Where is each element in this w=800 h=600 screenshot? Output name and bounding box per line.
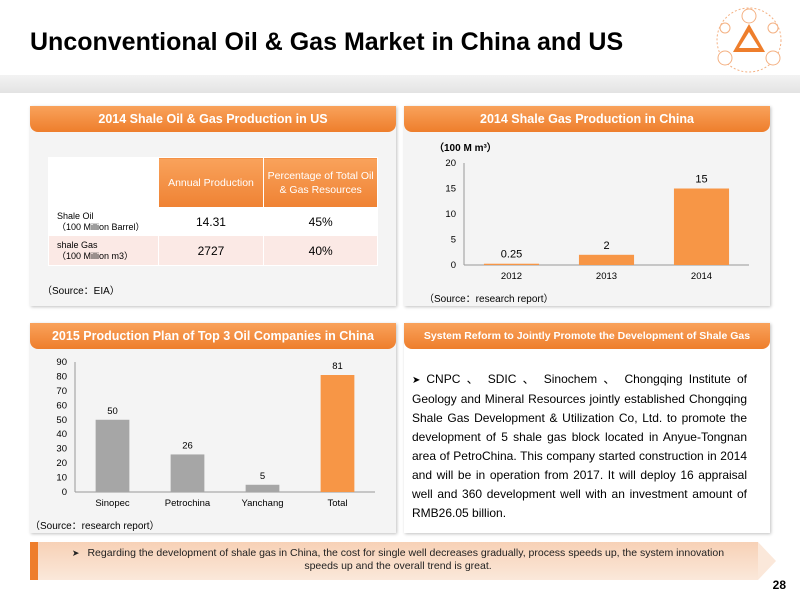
y-tick-label: 5	[451, 235, 456, 246]
arrow-bullet-icon: ➤	[71, 548, 80, 558]
x-tick-label: 2013	[596, 271, 617, 282]
y-tick-label: 15	[445, 184, 456, 195]
panel-header: System Reform to Jointly Promote the Dev…	[404, 323, 770, 349]
bar-yanchang	[245, 484, 280, 492]
bottom-note-text: Regarding the development of shale gas i…	[87, 547, 725, 572]
source-note: （Source：research report）	[30, 521, 160, 532]
panel-header: 2014 Shale Oil & Gas Production in US	[30, 106, 396, 132]
production-value: 2727	[157, 235, 265, 266]
y-tick-label: 0	[62, 487, 67, 498]
arrow-bullet-icon: ➤	[412, 375, 421, 386]
reform-text: CNPC 、 SDIC 、 Sinochem 、 Chongqing Insti…	[412, 372, 747, 520]
data-label: 5	[260, 471, 265, 482]
row-label: Shale Oil （100 Million Barrel）	[48, 207, 159, 236]
y-axis-label: （100 M m³）	[434, 141, 497, 154]
panel-header: 2014 Shale Gas Production in China	[404, 106, 770, 132]
plan-2015-chart: 0 10 20 30 40 50 60 70 80 90 50 Sinopec 26 Petrochina…	[56, 357, 375, 509]
y-tick-label: 10	[445, 209, 456, 220]
bar-2012	[483, 263, 540, 265]
y-tick-label: 50	[56, 415, 67, 426]
x-tick-label: Sinopec	[95, 498, 130, 509]
y-tick-label: 60	[56, 400, 67, 411]
data-label: 26	[182, 440, 193, 451]
x-tick-label: Total	[327, 498, 347, 509]
china-gas-chart: （100 M m³） 0 5 10 15 20 0.25 2012 2 2013 15 2014	[434, 141, 749, 282]
bar-2014	[673, 188, 730, 265]
y-tick-label: 70	[56, 386, 67, 397]
bar-total	[320, 375, 355, 492]
table-header-production: Annual Production	[157, 157, 265, 208]
y-tick-label: 30	[56, 444, 67, 455]
source-note: （Source：research report）	[424, 294, 554, 305]
data-label: 81	[332, 361, 343, 372]
plan-2015-panel: 2015 Production Plan of Top 3 Oil Compan…	[30, 323, 396, 533]
x-tick-label: 2012	[501, 271, 522, 282]
percentage-value: 45%	[263, 207, 378, 236]
y-tick-label: 20	[445, 158, 456, 169]
table-header-percentage: Percentage of Total Oil & Gas Resources	[263, 157, 378, 208]
table-row: shale Gas （100 Million m3） 2727 40%	[48, 235, 378, 266]
y-tick-label: 40	[56, 429, 67, 440]
page-number: 28	[772, 578, 786, 592]
percentage-value: 40%	[263, 235, 378, 266]
table-row: Shale Oil （100 Million Barrel） 14.31 45%	[48, 207, 378, 236]
bottom-note-bar: ➤ Regarding the development of shale gas …	[30, 542, 776, 580]
source-note: （Source：EIA）	[42, 286, 120, 297]
x-tick-label: Yanchang	[241, 498, 283, 509]
table-header-empty	[48, 157, 159, 208]
reform-bullet: ➤ CNPC 、 SDIC 、 Sinochem 、 Chongqing Inst…	[412, 370, 747, 523]
bar-2013	[578, 254, 635, 265]
x-tick-label: Petrochina	[165, 498, 211, 509]
bar-sinopec	[95, 419, 130, 492]
production-value: 14.31	[157, 207, 265, 236]
y-tick-label: 0	[451, 260, 456, 271]
bar-petrochina	[170, 454, 205, 492]
y-tick-label: 80	[56, 371, 67, 382]
data-label: 2	[603, 240, 609, 252]
y-tick-label: 20	[56, 458, 67, 469]
x-tick-label: 2014	[691, 271, 712, 282]
reform-panel: System Reform to Jointly Promote the Dev…	[404, 323, 770, 533]
page-title: Unconventional Oil & Gas Market in China…	[30, 28, 624, 56]
y-tick-label: 10	[56, 473, 67, 484]
title-divider	[0, 75, 800, 93]
data-label: 0.25	[501, 249, 522, 261]
row-label: shale Gas （100 Million m3）	[48, 235, 159, 266]
panel-header: 2015 Production Plan of Top 3 Oil Compan…	[30, 323, 396, 349]
y-tick-label: 90	[56, 357, 67, 368]
data-label: 15	[695, 174, 707, 186]
company-logo-icon	[716, 7, 782, 73]
us-production-table: Annual Production Percentage of Total Oi…	[48, 157, 378, 266]
data-label: 50	[107, 406, 118, 417]
